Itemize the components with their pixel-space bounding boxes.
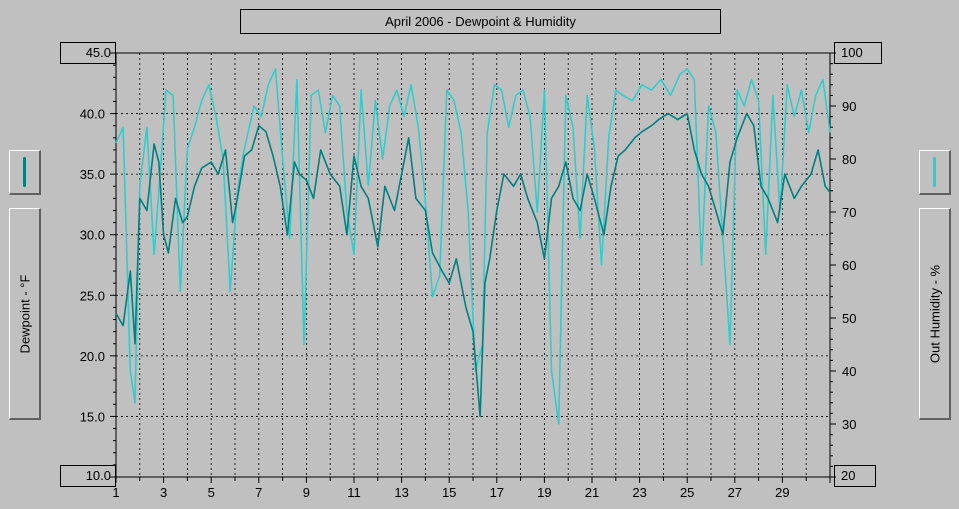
left-y-tick-label: 25.0 <box>80 288 105 303</box>
humidity-legend-swatch <box>919 150 951 195</box>
x-tick-label: 1 <box>112 485 119 500</box>
x-tick-label: 17 <box>490 485 504 500</box>
x-tick-label: 11 <box>347 485 361 500</box>
left-axis-max: 45.0 <box>60 42 116 64</box>
x-tick-label: 13 <box>394 485 408 500</box>
right-axis-label-box: Out Humidity - % <box>919 208 951 420</box>
left-axis-min: 10.0 <box>60 465 116 487</box>
left-y-tick-label: 35.0 <box>80 167 105 182</box>
right-y-tick-label: 90 <box>842 99 856 114</box>
x-tick-label: 9 <box>303 485 310 500</box>
x-tick-label: 29 <box>775 485 789 500</box>
chart-title: April 2006 - Dewpoint & Humidity <box>240 9 721 34</box>
humidity-legend-line <box>933 157 936 187</box>
left-axis-label-box: Dewpoint - °F <box>9 208 41 420</box>
x-tick-label: 3 <box>160 485 167 500</box>
x-tick-label: 27 <box>728 485 742 500</box>
x-tick-label: 25 <box>680 485 694 500</box>
humidity-series-line <box>115 68 831 425</box>
x-tick-label: 21 <box>585 485 599 500</box>
dewpoint-legend-line <box>23 157 26 187</box>
right-y-tick-label: 40 <box>842 364 856 379</box>
right-y-tick-label: 60 <box>842 258 856 273</box>
right-y-tick-label: 50 <box>842 311 856 326</box>
left-y-tick-label: 20.0 <box>80 349 105 364</box>
right-axis-min: 20 <box>834 465 876 487</box>
left-y-tick-label: 15.0 <box>80 409 105 424</box>
axis-ticks <box>110 52 836 483</box>
x-tick-label: 15 <box>442 485 456 500</box>
right-y-tick-label: 70 <box>842 205 856 220</box>
x-tick-label: 7 <box>255 485 262 500</box>
x-tick-label: 5 <box>208 485 215 500</box>
dewpoint-series-line <box>115 112 831 418</box>
left-y-tick-label: 30.0 <box>80 228 105 243</box>
x-tick-label: 19 <box>537 485 551 500</box>
dewpoint-legend-swatch <box>9 150 41 195</box>
grid <box>116 53 830 477</box>
series-layer <box>115 68 831 425</box>
x-tick-label: 23 <box>632 485 646 500</box>
right-y-tick-label: 80 <box>842 152 856 167</box>
right-y-tick-label: 30 <box>842 417 856 432</box>
left-y-tick-label: 40.0 <box>80 107 105 122</box>
